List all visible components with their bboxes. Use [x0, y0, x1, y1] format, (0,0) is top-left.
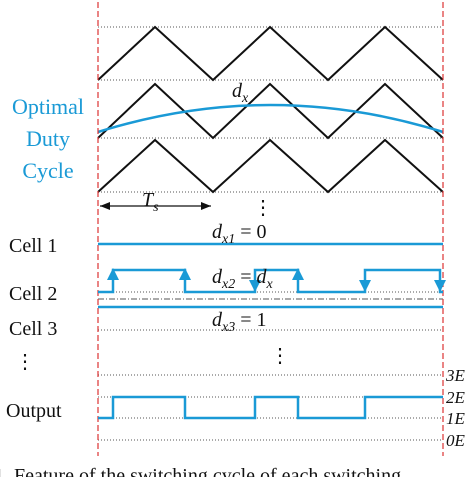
- cell2-signal: [98, 268, 443, 294]
- caption: 1. Feature of the switching cycle of eac…: [0, 465, 401, 477]
- sub: x: [266, 277, 274, 292]
- optimal-label: Optimal Duty Cycle: [12, 94, 84, 183]
- rest: = 0: [235, 221, 266, 243]
- dx-label: dx: [232, 80, 249, 106]
- sub: x2: [221, 277, 235, 292]
- label: Cycle: [22, 158, 73, 183]
- sub: x: [241, 91, 249, 106]
- sym: d: [232, 80, 243, 102]
- dx3-label: dx3 = 1: [212, 309, 267, 335]
- cell2-arrows: [107, 268, 446, 292]
- level: 2E: [446, 388, 466, 407]
- label: Cell 2: [9, 283, 57, 305]
- duty-curve: [97, 103, 444, 134]
- dx1-label: dx1 = 0: [212, 221, 267, 247]
- label: Duty: [26, 126, 70, 151]
- output-signal: [98, 395, 443, 420]
- sym: d: [257, 266, 268, 288]
- label: Output: [6, 400, 62, 422]
- sub: x1: [221, 232, 235, 247]
- ts-label: Ts: [142, 189, 159, 215]
- dots: ⋮: [253, 197, 273, 219]
- sym: d: [212, 309, 223, 331]
- label: Cell 1: [9, 235, 57, 257]
- sub: s: [153, 200, 159, 215]
- level: 0E: [446, 431, 466, 450]
- rest: =: [235, 266, 256, 288]
- label: Optimal: [12, 94, 84, 119]
- sym: d: [212, 266, 223, 288]
- level: 1E: [446, 409, 466, 428]
- period-arrow: [100, 202, 211, 210]
- rest: = 1: [235, 309, 266, 331]
- dots: ⋮: [270, 345, 290, 367]
- label: Cell 3: [9, 318, 57, 340]
- dots: ⋮: [15, 351, 35, 373]
- sym: T: [142, 189, 155, 211]
- sym: d: [212, 221, 223, 243]
- carriers: [97, 25, 444, 194]
- level: 3E: [445, 366, 466, 385]
- sub: x3: [221, 320, 235, 335]
- dx2-label: dx2 = dx: [212, 266, 274, 292]
